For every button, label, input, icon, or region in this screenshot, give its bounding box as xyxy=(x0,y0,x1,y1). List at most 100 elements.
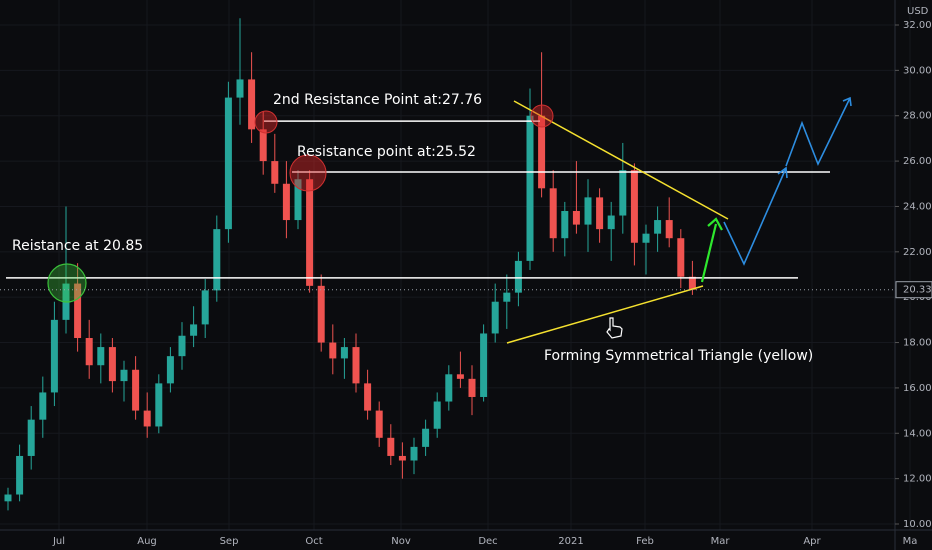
candle-body xyxy=(433,401,441,429)
candle-body xyxy=(480,333,488,397)
candle-body xyxy=(132,369,140,411)
resistance-circle xyxy=(530,104,554,128)
candle-body xyxy=(607,215,615,230)
candle-body xyxy=(120,369,128,382)
candle-body xyxy=(306,179,314,286)
x-tick-label: Apr xyxy=(803,536,821,547)
candle-body xyxy=(282,183,290,221)
candle-body xyxy=(155,383,163,427)
y-tick-label: 14.00 xyxy=(903,428,932,439)
candle-body xyxy=(294,179,302,221)
candle-body xyxy=(97,347,105,366)
candle-body xyxy=(572,210,580,225)
triangle-upper xyxy=(513,100,729,220)
blue-arrow-head-1 xyxy=(777,166,788,179)
y-tick-label: 32.00 xyxy=(903,20,932,31)
blue-arrow-head-2 xyxy=(842,96,852,107)
candle-body xyxy=(352,347,360,384)
last-price-label: 20.33 xyxy=(903,285,932,296)
candle-body xyxy=(665,220,673,239)
candle-body xyxy=(538,115,546,189)
candle-body xyxy=(514,260,522,293)
last-price-box xyxy=(895,281,932,299)
candle-body xyxy=(503,292,511,302)
y-tick-label: 10.00 xyxy=(903,519,932,530)
candle-body xyxy=(654,220,662,234)
candle-body xyxy=(584,197,592,225)
candle-body xyxy=(85,338,93,366)
y-tick-label: 30.00 xyxy=(903,65,932,76)
candle-body xyxy=(619,170,627,216)
blue-path-1 xyxy=(723,167,787,266)
candles xyxy=(4,18,696,511)
x-tick-label: Nov xyxy=(391,536,411,547)
x-tick-label: 2021 xyxy=(558,536,583,547)
candle-body xyxy=(375,410,383,438)
candle-body xyxy=(642,233,650,243)
blue-path-2 xyxy=(785,97,851,167)
candle-body xyxy=(445,374,453,402)
candle-body xyxy=(688,276,696,290)
candle-body xyxy=(468,378,476,397)
candle-body xyxy=(74,283,82,339)
candle-body xyxy=(4,494,12,502)
candle-body xyxy=(317,285,325,343)
candle-body xyxy=(491,301,499,334)
support-circle xyxy=(47,263,87,303)
candle-body xyxy=(190,324,198,336)
y-tick-label: 12.00 xyxy=(903,474,932,485)
y-tick-label: 26.00 xyxy=(903,156,932,167)
candle-body xyxy=(143,410,151,427)
x-tick-label: Feb xyxy=(636,536,654,547)
axes: 10.0012.0014.0016.0018.0020.0022.0024.00… xyxy=(0,20,932,547)
y-tick-label: 22.00 xyxy=(903,247,932,258)
candle-body xyxy=(39,392,47,420)
y-tick-label: 16.00 xyxy=(903,383,932,394)
y-tick-label: 28.00 xyxy=(903,111,932,122)
candle-body xyxy=(27,419,35,456)
candle-body xyxy=(108,347,116,382)
candle-body xyxy=(549,188,557,239)
y-tick-label: 18.00 xyxy=(903,338,932,349)
candle-body xyxy=(340,347,348,359)
x-tick-label: Mar xyxy=(711,536,731,547)
candle-body xyxy=(16,455,24,495)
candle-body xyxy=(526,115,534,261)
resistance-circle xyxy=(254,110,278,134)
x-tick-label: Aug xyxy=(137,536,157,547)
green-arrow xyxy=(700,223,718,283)
level-text: Reistance at 20.85 xyxy=(12,238,143,254)
candle-body xyxy=(456,374,464,379)
candle-body xyxy=(630,170,638,243)
x-tick-label: Ma xyxy=(903,536,918,547)
candle-body xyxy=(224,97,232,230)
levels xyxy=(6,120,830,279)
y-tick-label: 24.00 xyxy=(903,201,932,212)
candle-body xyxy=(329,342,337,359)
currency-label: USD xyxy=(907,6,929,17)
green-arrow-head xyxy=(707,217,723,231)
level-text: Resistance point at:25.52 xyxy=(297,144,476,160)
candle-body xyxy=(178,335,186,357)
x-tick-label: Sep xyxy=(220,536,239,547)
candle-body xyxy=(561,210,569,239)
candle-body xyxy=(50,319,58,393)
grid xyxy=(0,0,911,530)
candle-body xyxy=(398,455,406,461)
candle-body xyxy=(677,238,685,277)
candle-body xyxy=(387,437,395,456)
candle-body xyxy=(410,446,418,461)
candle-body xyxy=(213,229,221,291)
candle-body xyxy=(422,428,430,447)
triangle-lower xyxy=(506,285,704,344)
x-tick-label: Oct xyxy=(305,536,322,547)
annotation: Forming Symmetrical Triangle (yellow) xyxy=(544,348,813,364)
resistance-circle xyxy=(289,154,327,192)
candle-body xyxy=(596,197,604,230)
candle-body xyxy=(248,79,256,130)
x-tick-label: Jul xyxy=(52,536,65,547)
candle-body xyxy=(236,79,244,98)
level-text: 2nd Resistance Point at:27.76 xyxy=(273,92,482,108)
